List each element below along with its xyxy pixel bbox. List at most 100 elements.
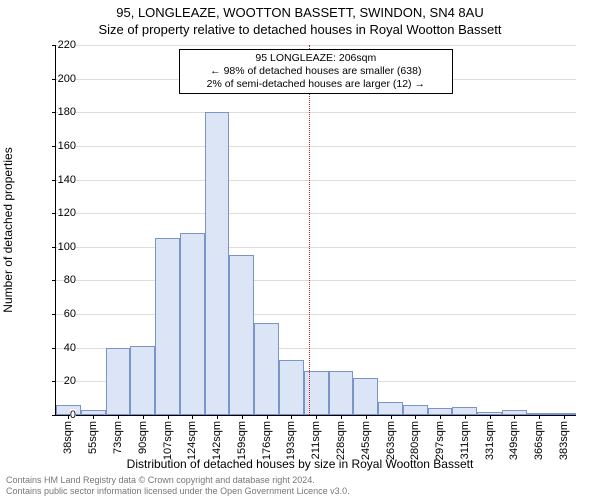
- y-tick-label: 220: [58, 39, 76, 51]
- y-tick-mark: [52, 247, 56, 248]
- x-tick-label: 228sqm: [335, 421, 347, 460]
- x-tick-label: 142sqm: [211, 421, 223, 460]
- x-tick-mark: [168, 415, 169, 419]
- histogram-bar: [205, 112, 230, 415]
- histogram-bar: [304, 371, 329, 415]
- x-tick-label: 73sqm: [112, 421, 124, 454]
- property-marker-line: [309, 45, 310, 415]
- x-tick-mark: [564, 415, 565, 419]
- y-tick-mark: [52, 415, 56, 416]
- x-tick-mark: [440, 415, 441, 419]
- histogram-bar: [254, 323, 279, 416]
- histogram-bar: [106, 348, 131, 415]
- gridline: [56, 180, 576, 181]
- x-tick-mark: [217, 415, 218, 419]
- x-tick-mark: [242, 415, 243, 419]
- y-tick-label: 20: [64, 375, 76, 387]
- x-tick-label: 159sqm: [236, 421, 248, 460]
- x-tick-label: 263sqm: [385, 421, 397, 460]
- x-tick-label: 331sqm: [484, 421, 496, 460]
- x-tick-mark: [143, 415, 144, 419]
- y-tick-label: 80: [64, 274, 76, 286]
- x-tick-label: 38sqm: [62, 421, 74, 454]
- copyright-line-1: Contains HM Land Registry data © Crown c…: [6, 475, 350, 485]
- y-tick-mark: [52, 314, 56, 315]
- histogram-bar: [155, 238, 180, 415]
- y-tick-label: 120: [58, 207, 76, 219]
- histogram-bar: [403, 405, 428, 415]
- callout-line-1: 95 LONGLEAZE: 206sqm: [186, 52, 446, 65]
- copyright-line-2: Contains public sector information licen…: [6, 486, 350, 496]
- gridline: [56, 213, 576, 214]
- histogram-bar: [229, 255, 254, 415]
- histogram-bar: [428, 408, 453, 415]
- gridline: [56, 314, 576, 315]
- x-tick-label: 55sqm: [87, 421, 99, 454]
- x-tick-label: 280sqm: [409, 421, 421, 460]
- x-tick-mark: [118, 415, 119, 419]
- y-tick-mark: [52, 213, 56, 214]
- x-tick-label: 245sqm: [360, 421, 372, 460]
- x-tick-mark: [93, 415, 94, 419]
- x-tick-mark: [465, 415, 466, 419]
- callout-line-3: 2% of semi-detached houses are larger (1…: [186, 78, 446, 91]
- gridline: [56, 45, 576, 46]
- x-tick-mark: [514, 415, 515, 419]
- y-tick-mark: [52, 348, 56, 349]
- y-tick-label: 0: [70, 409, 76, 421]
- title-address: 95, LONGLEAZE, WOOTTON BASSETT, SWINDON,…: [0, 5, 600, 20]
- y-tick-mark: [52, 180, 56, 181]
- histogram-bar: [130, 346, 155, 415]
- x-tick-label: 349sqm: [508, 421, 520, 460]
- x-tick-mark: [192, 415, 193, 419]
- histogram-plot: 95 LONGLEAZE: 206sqm ← 98% of detached h…: [55, 45, 576, 416]
- x-tick-label: 366sqm: [533, 421, 545, 460]
- copyright-notice: Contains HM Land Registry data © Crown c…: [6, 475, 350, 496]
- y-tick-mark: [52, 112, 56, 113]
- y-tick-label: 60: [64, 308, 76, 320]
- y-tick-label: 140: [58, 174, 76, 186]
- x-tick-mark: [539, 415, 540, 419]
- y-tick-mark: [52, 381, 56, 382]
- y-tick-label: 200: [58, 73, 76, 85]
- x-tick-mark: [391, 415, 392, 419]
- title-subtitle: Size of property relative to detached ho…: [0, 22, 600, 37]
- histogram-bar: [329, 371, 354, 415]
- x-tick-label: 90sqm: [137, 421, 149, 454]
- histogram-bar: [452, 407, 477, 415]
- gridline: [56, 112, 576, 113]
- x-tick-label: 383sqm: [558, 421, 570, 460]
- histogram-bar: [279, 360, 304, 416]
- callout-line-2: ← 98% of detached houses are smaller (63…: [186, 65, 446, 78]
- histogram-bar: [378, 402, 403, 415]
- histogram-bar: [56, 405, 81, 415]
- x-tick-mark: [316, 415, 317, 419]
- y-tick-label: 180: [58, 106, 76, 118]
- callout-box: 95 LONGLEAZE: 206sqm ← 98% of detached h…: [179, 49, 453, 94]
- x-tick-label: 176sqm: [261, 421, 273, 460]
- x-tick-mark: [291, 415, 292, 419]
- y-tick-label: 160: [58, 140, 76, 152]
- x-axis-label: Distribution of detached houses by size …: [0, 457, 600, 471]
- x-tick-label: 193sqm: [285, 421, 297, 460]
- x-tick-mark: [366, 415, 367, 419]
- gridline: [56, 146, 576, 147]
- y-tick-label: 40: [64, 342, 76, 354]
- y-tick-mark: [52, 79, 56, 80]
- y-tick-label: 100: [58, 241, 76, 253]
- x-tick-mark: [267, 415, 268, 419]
- x-tick-label: 211sqm: [310, 421, 322, 459]
- x-tick-label: 297sqm: [434, 421, 446, 460]
- x-tick-label: 124sqm: [186, 421, 198, 460]
- histogram-bar: [353, 378, 378, 415]
- y-axis-label: Number of detached properties: [1, 147, 15, 312]
- x-tick-label: 311sqm: [459, 421, 471, 459]
- gridline: [56, 280, 576, 281]
- y-tick-mark: [52, 45, 56, 46]
- x-tick-mark: [415, 415, 416, 419]
- x-tick-mark: [490, 415, 491, 419]
- x-tick-label: 107sqm: [162, 421, 174, 460]
- histogram-bar: [180, 233, 205, 415]
- gridline: [56, 247, 576, 248]
- x-tick-mark: [341, 415, 342, 419]
